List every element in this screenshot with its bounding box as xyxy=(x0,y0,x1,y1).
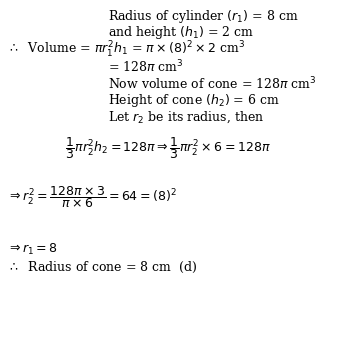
Text: and height $(h_1)$ = 2 cm: and height $(h_1)$ = 2 cm xyxy=(108,24,254,41)
Text: $\Rightarrow r_2^{2} = \dfrac{128\pi \times 3}{\pi \times 6} = 64 = (8)^2$: $\Rightarrow r_2^{2} = \dfrac{128\pi \ti… xyxy=(7,184,177,210)
Text: $\Rightarrow r_1 = 8$: $\Rightarrow r_1 = 8$ xyxy=(7,242,58,257)
Text: Height of cone $(h_2)$ = 6 cm: Height of cone $(h_2)$ = 6 cm xyxy=(108,92,280,109)
Text: Let $r_2$ be its radius, then: Let $r_2$ be its radius, then xyxy=(108,110,265,125)
Text: Radius of cylinder $(r_1)$ = 8 cm: Radius of cylinder $(r_1)$ = 8 cm xyxy=(108,8,298,25)
Text: $\dfrac{1}{3}\pi r_2^{2}h_2 = 128\pi \Rightarrow \dfrac{1}{3}\pi r_2^{2} \times : $\dfrac{1}{3}\pi r_2^{2}h_2 = 128\pi \Ri… xyxy=(65,135,270,161)
Text: $\therefore$  Radius of cone = 8 cm  (d): $\therefore$ Radius of cone = 8 cm (d) xyxy=(7,260,197,275)
Text: = 128$\pi$ cm$^3$: = 128$\pi$ cm$^3$ xyxy=(108,58,184,75)
Text: $\therefore$  Volume = $\pi r_1^{2}h_1$ = $\pi \times (8)^2 \times 2$ cm$^3$: $\therefore$ Volume = $\pi r_1^{2}h_1$ =… xyxy=(7,40,246,60)
Text: Now volume of cone = 128$\pi$ cm$^3$: Now volume of cone = 128$\pi$ cm$^3$ xyxy=(108,75,317,92)
